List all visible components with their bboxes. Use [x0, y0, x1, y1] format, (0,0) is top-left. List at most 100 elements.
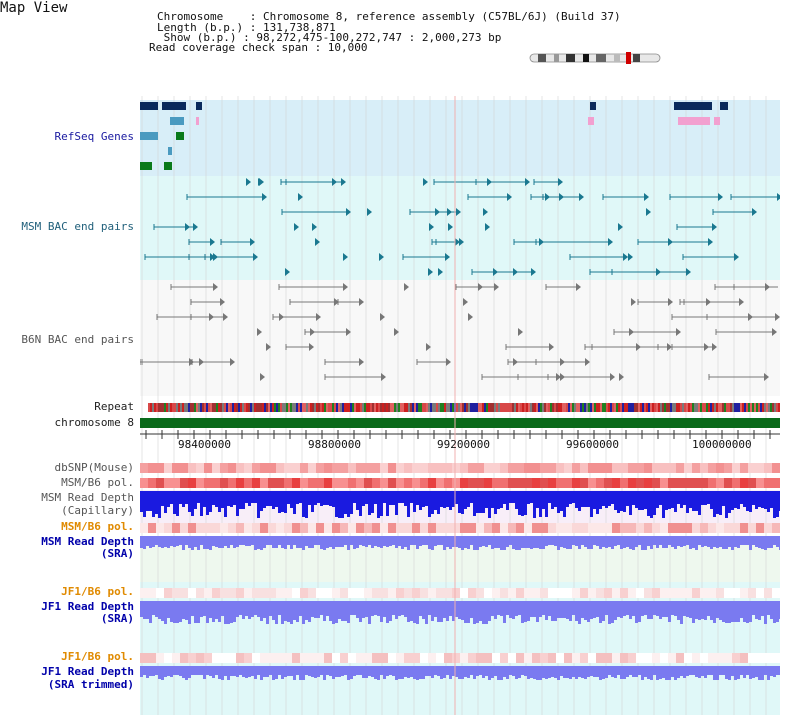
- msm-depth-capillary-bar: [629, 491, 632, 515]
- repeat-mark: [184, 403, 186, 412]
- msm-depth-sra-bar: [389, 536, 392, 546]
- track-label-msm-depth-capillary[interactable]: MSM Read Depth: [41, 491, 134, 504]
- msm-depth-capillary-bar: [650, 491, 653, 518]
- jf1-depth-sra-bar: [680, 601, 683, 624]
- bac-end-marker: [230, 358, 235, 366]
- msm-depth-capillary-bar: [533, 491, 536, 518]
- dbsnp-cell: [500, 463, 509, 473]
- msm-depth-sra-bar: [305, 536, 308, 546]
- repeat-mark: [504, 403, 506, 412]
- repeat-mark: [702, 403, 704, 412]
- bac-end-marker: [646, 208, 651, 216]
- bac-end-marker: [445, 253, 450, 261]
- track-label-refseq[interactable]: RefSeq Genes: [54, 130, 134, 143]
- msm-depth-sra-bar: [260, 536, 263, 550]
- jf1-depth-trimmed-bar: [188, 666, 191, 678]
- repeat-mark: [706, 403, 708, 412]
- msm-depth-sra-bar: [662, 536, 665, 548]
- repeat-mark: [402, 403, 404, 412]
- msm-b6-pol-cell: [316, 478, 325, 488]
- msm-depth-sra-bar: [422, 536, 425, 545]
- msm-depth-sra-bar: [332, 536, 335, 549]
- jf1-b6-pol2-cell: [620, 653, 629, 663]
- jf1-depth-sra-bar: [317, 601, 320, 618]
- jf1-b6-pol2-cell: [420, 653, 429, 663]
- jf1-depth-sra-bar: [377, 601, 380, 616]
- track-label-msm-b6-pol[interactable]: MSM/B6 pol.: [61, 476, 134, 489]
- msm-depth-sra-bar: [479, 536, 482, 547]
- jf1-depth-trimmed-bar: [299, 666, 302, 680]
- jf1-depth-trimmed-bar: [596, 666, 599, 677]
- jf1-depth-trimmed-bar: [269, 666, 272, 675]
- jf1-b6-pol-cell: [756, 588, 765, 598]
- msm-depth-sra-bar: [503, 536, 506, 550]
- track-label-chromosome[interactable]: chromosome 8: [54, 416, 134, 429]
- refseq-gene: [714, 117, 720, 125]
- track-label-b6n-bac[interactable]: B6N BAC end pairs: [21, 333, 134, 346]
- jf1-depth-sra-bar: [173, 601, 176, 623]
- msm-b6-pol-cell: [756, 478, 765, 488]
- msm-b6-pol-sra-cell: [572, 523, 581, 533]
- track-label-jf1-b6-pol[interactable]: JF1/B6 pol.: [61, 585, 134, 598]
- jf1-depth-sra-bar: [416, 601, 419, 624]
- msm-depth-capillary-bar: [182, 491, 185, 507]
- jf1-depth-sra-bar: [578, 601, 581, 624]
- msm-depth-capillary-bar: [509, 491, 512, 503]
- track-label-jf1-depth-trimmed[interactable]: JF1 Read Depth: [41, 665, 134, 678]
- track-label-msm-b6-pol-sra[interactable]: MSM/B6 pol.: [61, 520, 134, 533]
- jf1-b6-pol-cell: [164, 588, 173, 598]
- track-label-msm-bac[interactable]: MSM BAC end pairs: [21, 220, 134, 233]
- repeat-mark: [214, 403, 216, 412]
- msm-b6-pol-cell: [148, 478, 157, 488]
- msm-depth-capillary-bar: [743, 491, 746, 507]
- track-panel[interactable]: [140, 96, 780, 715]
- msm-depth-capillary-bar: [662, 491, 665, 518]
- refseq-gene: [196, 102, 202, 110]
- track-label-jf1-b6-pol-2[interactable]: JF1/B6 pol.: [61, 650, 134, 663]
- jf1-depth-trimmed-bar: [494, 666, 497, 676]
- track-label-dbsnp[interactable]: dbSNP(Mouse): [54, 461, 134, 474]
- msm-b6-pol-sra-cell: [420, 523, 429, 533]
- track-label-msm-depth-sra[interactable]: MSM Read Depth: [41, 535, 134, 548]
- msm-depth-capillary-bar: [236, 491, 239, 516]
- msm-b6-pol-cell: [236, 478, 245, 488]
- bac-end-marker: [494, 283, 499, 291]
- msm-b6-pol-sra-cell: [620, 523, 629, 533]
- refseq-gene: [168, 147, 172, 155]
- msm-depth-capillary-bar: [389, 491, 392, 505]
- jf1-b6-pol-cell: [348, 588, 357, 598]
- repeat-mark: [370, 403, 372, 412]
- track-label-msm-depth-capillary-sub: (Capillary): [61, 504, 134, 517]
- jf1-depth-sra-bar: [599, 601, 602, 623]
- msm-depth-capillary-bar: [680, 491, 683, 508]
- track-label-repeat[interactable]: Repeat: [94, 400, 134, 413]
- msm-depth-capillary-bar: [398, 491, 401, 503]
- msm-depth-sra-bar: [641, 536, 644, 550]
- jf1-depth-sra-bar: [710, 601, 713, 620]
- jf1-depth-sra-bar: [230, 601, 233, 623]
- repeat-mark: [588, 403, 590, 412]
- msm-depth-capillary-bar: [737, 491, 740, 509]
- repeat-mark: [630, 403, 632, 412]
- repeat-mark: [414, 403, 416, 412]
- repeat-mark: [778, 403, 780, 412]
- jf1-depth-trimmed-bar: [626, 666, 629, 677]
- msm-depth-sra-bar: [395, 536, 398, 548]
- jf1-depth-sra-bar: [155, 601, 158, 617]
- chromosome-ideogram[interactable]: [528, 51, 662, 65]
- track-label-jf1-depth-sra[interactable]: JF1 Read Depth: [41, 600, 134, 613]
- jf1-depth-sra-bar: [227, 601, 230, 624]
- dbsnp-cell: [628, 463, 637, 473]
- jf1-depth-sra-bar: [332, 601, 335, 624]
- jf1-b6-pol-cell: [460, 588, 469, 598]
- msm-depth-sra-bar: [167, 536, 170, 548]
- msm-depth-sra-bar: [761, 536, 764, 549]
- repeat-mark: [748, 403, 750, 412]
- msm-depth-sra-bar: [728, 536, 731, 547]
- bac-end-marker: [380, 313, 385, 321]
- repeat-mark: [574, 403, 576, 412]
- jf1-depth-sra-bar: [515, 601, 518, 616]
- repeat-mark: [650, 403, 652, 412]
- msm-depth-sra-bar: [584, 536, 587, 547]
- jf1-b6-pol2-cell: [260, 653, 269, 663]
